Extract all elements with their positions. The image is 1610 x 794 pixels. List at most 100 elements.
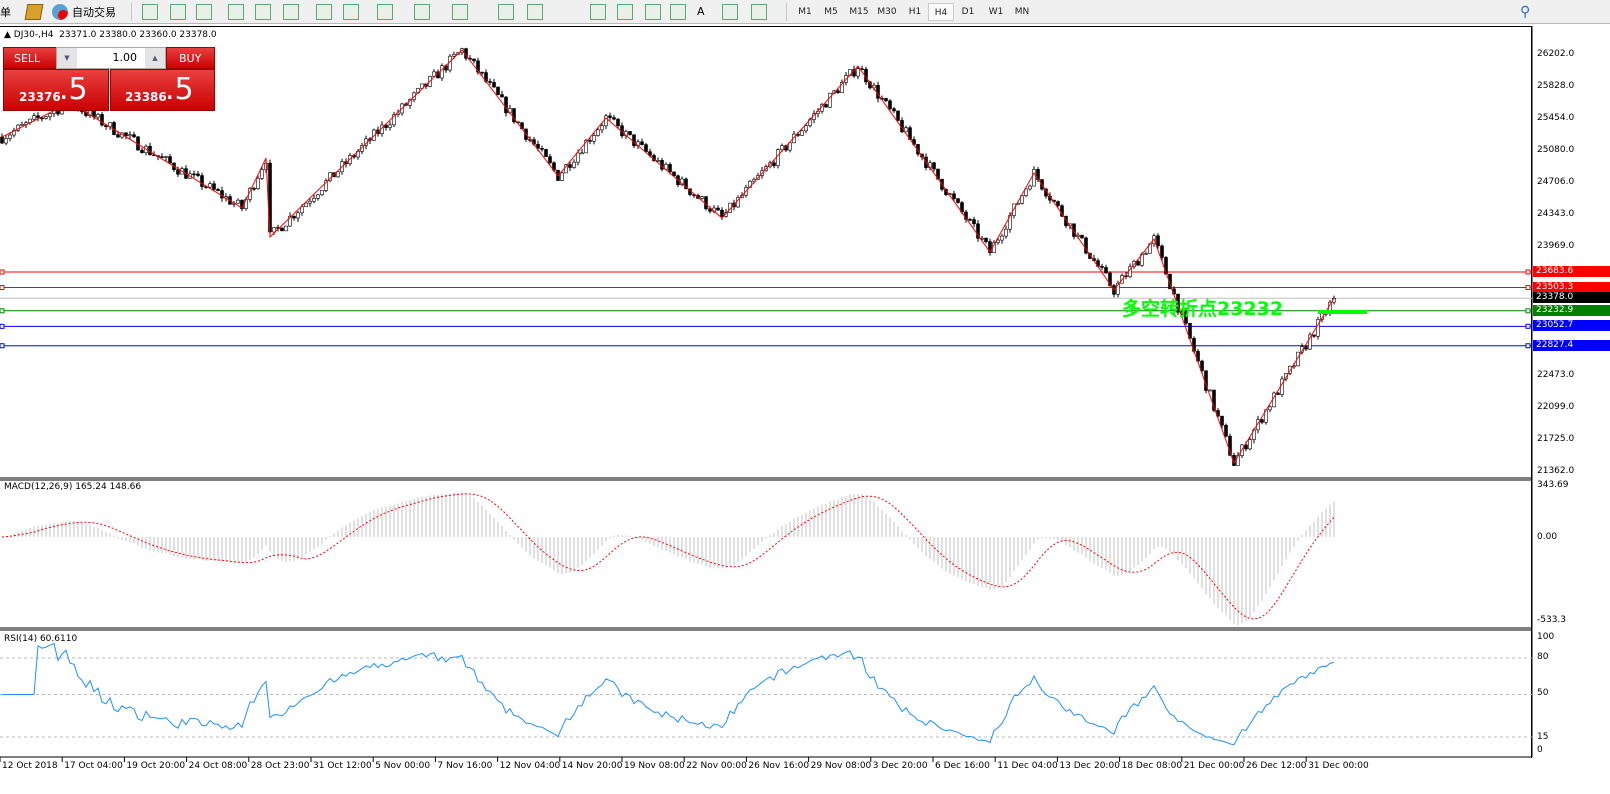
candle (0, 136, 4, 144)
candle (200, 175, 204, 187)
time-axis-label: 12 Oct 2018 (2, 761, 58, 771)
lots-decrease-button[interactable]: ▼ (57, 48, 77, 68)
zoom-out-button[interactable] (255, 2, 271, 21)
time-axis-label: 31 Oct 12:00 (313, 761, 372, 771)
candle (1004, 228, 1008, 237)
candle (616, 118, 620, 127)
candle (4, 138, 8, 144)
candle (628, 131, 632, 136)
candle (140, 149, 144, 154)
templates-button[interactable] (452, 2, 468, 21)
buy-price-button[interactable]: 23386.5 (110, 69, 215, 111)
chart-shift-icon (343, 3, 359, 20)
candle (544, 149, 548, 157)
price-level-tag: 22827.4 (1533, 339, 1610, 351)
candle (128, 134, 132, 137)
crosshair-button[interactable] (527, 2, 543, 21)
bar-chart-button[interactable] (142, 2, 158, 21)
periods-button[interactable] (414, 2, 430, 21)
candlestick-button[interactable] (170, 2, 186, 21)
text-label-button[interactable] (751, 2, 767, 21)
candle (500, 94, 504, 98)
candle (308, 200, 312, 204)
candle (452, 54, 456, 57)
zoom-in-button[interactable] (228, 2, 244, 21)
time-axis-label: 17 Oct 04:00 (64, 761, 123, 771)
text-tool-button[interactable]: A (697, 5, 705, 18)
candle (512, 108, 516, 123)
timeframe-m1[interactable]: M1 (798, 7, 812, 17)
trendline-button[interactable] (617, 2, 633, 21)
text-button[interactable] (722, 2, 738, 21)
lots-input[interactable]: ▼ 1.00 ▲ (56, 47, 166, 69)
candle (256, 177, 260, 190)
candle (596, 129, 600, 136)
line-handle (1525, 285, 1531, 291)
candle (1296, 351, 1300, 367)
candle (716, 207, 720, 211)
timeframe-d1[interactable]: D1 (961, 7, 975, 17)
candle (164, 156, 168, 158)
timeframe-h4[interactable]: H4 (928, 3, 954, 21)
timeframe-w1[interactable]: W1 (988, 7, 1004, 17)
candle (668, 164, 672, 173)
timeframe-mn[interactable]: MN (1014, 7, 1030, 17)
candle (720, 209, 724, 217)
line-handle (1525, 269, 1531, 275)
candle (840, 82, 844, 94)
cursor-button[interactable] (498, 2, 514, 21)
candle (236, 199, 240, 204)
time-axis-label: 18 Dec 08:00 (1121, 761, 1183, 771)
macd-label: MACD(12,26,9) 165.24 148.66 (4, 482, 142, 492)
candle (708, 208, 712, 212)
time-axis-label: 5 Nov 00:00 (375, 761, 431, 771)
time-axis-label: 19 Nov 08:00 (624, 761, 685, 771)
toolbar: 单 自动交易 A M1 M5 M15 M30 H1 H4 D1 W1 MN ⚲ (0, 0, 1610, 24)
candle (320, 189, 324, 196)
fibo-fan-button[interactable] (670, 2, 686, 21)
sell-price-button[interactable]: 23376.5 (3, 69, 109, 111)
indicators-button[interactable] (377, 2, 393, 21)
candle (1100, 266, 1104, 268)
pivot-annotation[interactable]: 多空转折点23232 (1122, 298, 1284, 320)
time-axis-label: 19 Oct 20:00 (126, 761, 186, 771)
timeframe-m5[interactable]: M5 (824, 7, 838, 17)
search-icon[interactable]: ⚲ (1520, 3, 1531, 20)
price-level-tag: 23503.3 (1533, 281, 1610, 293)
timeframe-m15[interactable]: M15 (849, 7, 869, 17)
line-chart-button[interactable] (196, 2, 212, 21)
candle (32, 115, 36, 120)
price-level-tag: 23683.6 (1533, 265, 1610, 277)
chart-shift-button[interactable] (343, 2, 359, 21)
autoscroll-button[interactable] (316, 2, 332, 21)
fibo-button[interactable] (645, 2, 661, 21)
candle (1080, 234, 1084, 239)
new-order-button[interactable]: 单 (0, 5, 11, 19)
candle (168, 156, 172, 164)
time-axis-label: 13 Dec 20:00 (1059, 761, 1120, 771)
tile-windows-button[interactable] (283, 2, 299, 21)
candle (1088, 252, 1092, 259)
candle (472, 58, 476, 62)
price-axis-label: 21725.0 (1537, 434, 1575, 444)
hline-button[interactable] (590, 2, 606, 21)
timeframe-h1[interactable]: H1 (908, 7, 922, 17)
autotrade-button[interactable]: 自动交易 (52, 2, 116, 21)
zoom-out-icon (255, 3, 271, 20)
lots-increase-button[interactable]: ▲ (145, 48, 165, 68)
candle (1280, 378, 1284, 395)
candle (40, 117, 44, 120)
timeframe-m30[interactable]: M30 (877, 7, 897, 17)
line-handle (0, 285, 5, 291)
candle (504, 96, 508, 114)
collapse-icon[interactable]: ▲ (4, 30, 14, 40)
price-axis-label: 23969.0 (1537, 241, 1575, 251)
candle (176, 169, 180, 175)
candle (124, 132, 128, 137)
candle (952, 193, 956, 200)
candle (640, 141, 644, 145)
candle (100, 114, 104, 126)
price-axis-label: 21362.0 (1537, 466, 1575, 476)
candle (440, 65, 444, 79)
buy-button[interactable]: BUY (166, 47, 215, 69)
